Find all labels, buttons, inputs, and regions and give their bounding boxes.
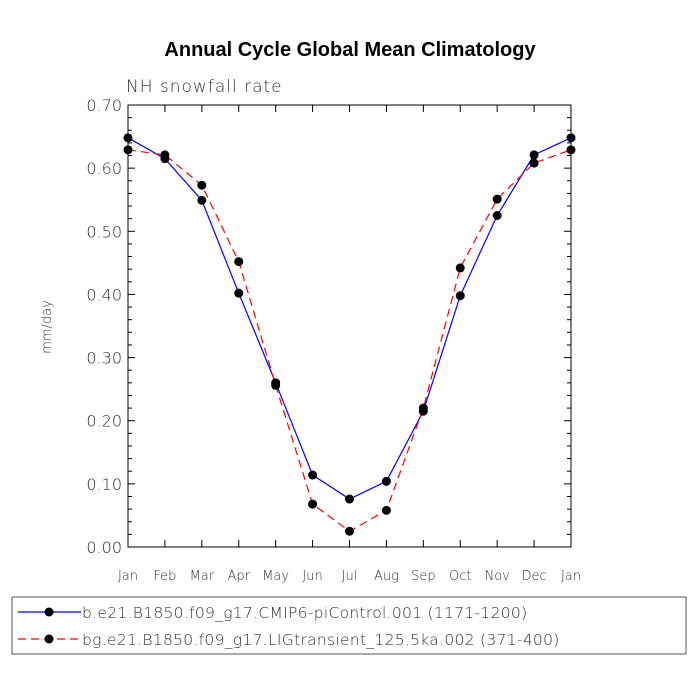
series-1-point [529, 150, 539, 160]
chart-title: Annual Cycle Global Mean Climatology [164, 39, 536, 61]
legend-marker-2 [44, 634, 54, 644]
y-tick-label: 0.60 [86, 159, 122, 178]
series-layer [123, 133, 576, 536]
series-2-point [529, 158, 539, 168]
y-tick-label: 0.50 [86, 222, 122, 241]
y-tick-label: 0.10 [86, 475, 122, 494]
series-1-point [381, 476, 391, 486]
legend-item-1: b.e21.B1850.f09_g17.CMIP6-piControl.001 … [18, 604, 527, 622]
x-tick-label: Apr [228, 569, 251, 584]
x-tick-label: Jan [118, 569, 138, 584]
series-1-point [123, 133, 133, 143]
y-tick-label: 0.70 [86, 96, 122, 115]
y-axis-label: mm/day [40, 300, 55, 354]
x-tick-label: Feb [153, 569, 176, 584]
y-tick-label: 0.40 [86, 285, 122, 304]
series-2-point [234, 257, 244, 267]
series-1-point [492, 211, 502, 220]
y-tick-label: 0.20 [86, 412, 122, 431]
y-tick-label: 0.00 [86, 538, 122, 557]
axes: 0.00 0.10 0.20 0.30 0.40 0.50 0.60 0.70 Jan Feb Ma… [86, 96, 581, 584]
legend-item-2: bg.e21.B1850.f09_g17.LIGtransient_125.5k… [18, 631, 560, 649]
series-2-point [455, 263, 465, 273]
x-tick-label: Dec [522, 569, 547, 584]
series-1-point [197, 195, 207, 205]
legend-marker-1 [44, 607, 54, 617]
series-1-line [127, 137, 572, 500]
series-2-point [566, 145, 576, 155]
x-tick-label: Sep [411, 569, 436, 584]
series-2-point [160, 150, 170, 160]
x-tick-label: Jan [561, 569, 581, 584]
legend-label-1: b.e21.B1850.f09_g17.CMIP6-piControl.001 … [82, 604, 527, 622]
legend-box [11, 596, 687, 655]
series-2-point [308, 499, 318, 509]
series-1-point [566, 133, 576, 143]
legend-label-2: bg.e21.B1850.f09_g17.LIGtransient_125.5k… [82, 631, 560, 649]
series-1-point [308, 470, 318, 480]
y-tick-label: 0.30 [86, 349, 122, 368]
series-2-point [271, 380, 281, 390]
x-tick-label: Jun [302, 569, 322, 584]
series-2-point [197, 180, 207, 190]
plot-frame [127, 104, 572, 548]
series-1-point [455, 291, 465, 301]
series-1-point [234, 288, 244, 298]
chart-subtitle: NH snowfall rate [126, 77, 283, 97]
x-tick-label: Aug [374, 569, 399, 584]
series-1-point [345, 494, 354, 504]
x-tick-label: Mar [190, 569, 215, 584]
x-tick-label: May [262, 569, 289, 584]
x-tick-label: Nov [484, 569, 509, 584]
series-2-point [492, 194, 502, 204]
x-tick-label: Oct [449, 569, 471, 584]
series-2-point [123, 145, 133, 155]
series-2-point [345, 526, 354, 536]
series-2-line [127, 149, 572, 532]
x-tick-label: Jul [342, 569, 358, 584]
series-2-point [418, 403, 428, 413]
series-2-point [381, 505, 391, 515]
